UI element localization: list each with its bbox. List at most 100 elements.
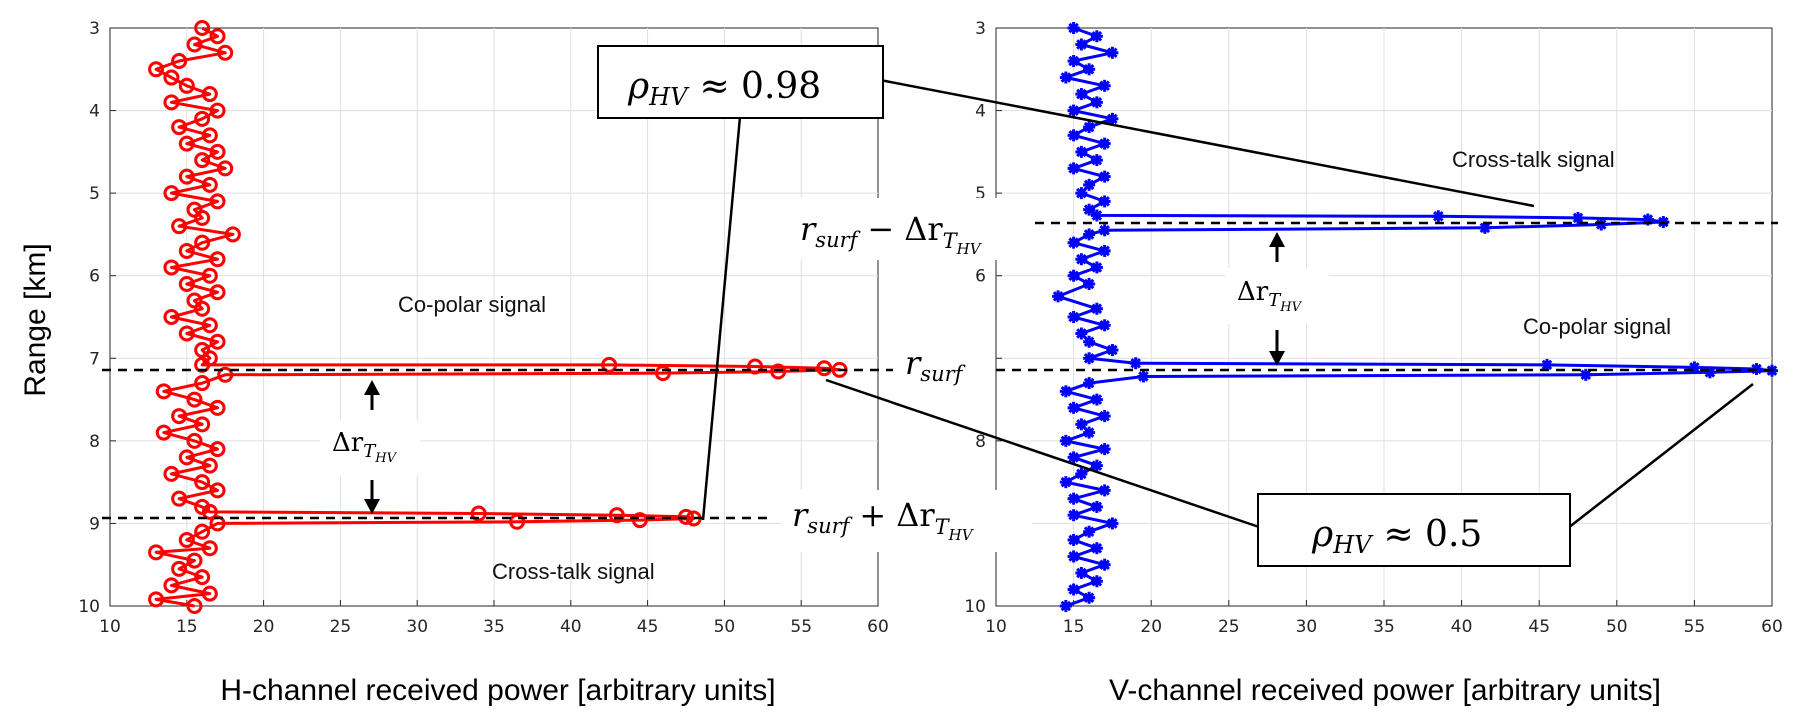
rho-symbol: ρ	[627, 66, 649, 107]
data-point	[1067, 236, 1080, 249]
x-tick-label: 50	[714, 617, 736, 637]
data-point	[1067, 533, 1080, 546]
data-point	[770, 363, 787, 380]
data-point	[1106, 344, 1119, 357]
data-point	[1067, 401, 1080, 414]
data-point	[209, 102, 226, 119]
data-point	[163, 577, 180, 594]
data-point	[209, 441, 226, 458]
x-tick-label: 10	[985, 617, 1007, 637]
data-point	[224, 226, 241, 243]
data-point	[1083, 277, 1096, 290]
data-point	[601, 356, 618, 373]
data-point	[209, 143, 226, 160]
data-point	[1059, 385, 1072, 398]
data-point	[1059, 476, 1072, 489]
data-point	[217, 44, 234, 61]
data-point	[201, 176, 218, 193]
data-point	[178, 531, 195, 548]
data-point	[201, 503, 218, 520]
data-point	[1075, 418, 1088, 431]
data-point	[194, 234, 211, 251]
data-point	[1075, 88, 1088, 101]
x-tick-label: 25	[1218, 617, 1240, 637]
label-bg	[320, 420, 420, 476]
data-point	[1075, 253, 1088, 266]
data-point	[1090, 542, 1103, 555]
x-tick-label: 40	[1451, 617, 1473, 637]
copolar-label-h: Co-polar signal	[398, 292, 546, 317]
svg-text:ρHV≈ 0.5: ρHV ≈ 0.5	[1311, 514, 1482, 559]
x-tick-label: 50	[1606, 617, 1628, 637]
data-point	[209, 193, 226, 210]
x-tick-label: 35	[483, 617, 505, 637]
data-point	[1098, 79, 1111, 92]
data-point	[1075, 38, 1088, 51]
x-tick-label: 45	[637, 617, 659, 637]
data-point	[186, 432, 203, 449]
data-point	[178, 242, 195, 259]
h-x-axis-label: H-channel received power [arbitrary unit…	[220, 674, 775, 707]
data-point	[1595, 218, 1608, 231]
y-tick-label: 5	[89, 184, 100, 204]
data-point	[1098, 244, 1111, 257]
data-point	[1098, 170, 1111, 183]
rho-low-connector-right	[1567, 383, 1754, 529]
data-point	[1083, 525, 1096, 538]
data-point	[1129, 357, 1142, 370]
label-bg	[782, 490, 1032, 552]
data-point	[1067, 162, 1080, 175]
data-point	[186, 391, 203, 408]
data-point	[194, 20, 211, 36]
y-axis-label: Range [km]	[19, 243, 52, 396]
data-point	[155, 383, 172, 400]
data-point	[1083, 591, 1096, 604]
data-point	[1059, 434, 1072, 447]
y-tick-label: 8	[89, 432, 100, 452]
y-tick-label: 8	[975, 432, 986, 452]
data-point	[1052, 290, 1065, 303]
data-point	[194, 416, 211, 433]
x-tick-label: 30	[1296, 617, 1318, 637]
series-line	[1056, 26, 1774, 608]
data-point	[186, 552, 203, 569]
data-point	[1090, 154, 1103, 167]
data-point	[201, 267, 218, 284]
rho-high-box: ρHV ≈ 0.98	[597, 45, 884, 119]
y-tick-label: 5	[975, 184, 986, 204]
data-point	[1090, 209, 1103, 222]
data-point	[654, 365, 671, 382]
r-surf-label: rsurf	[905, 344, 966, 386]
data-point	[1090, 575, 1103, 588]
data-point	[194, 356, 211, 373]
data-point	[1098, 558, 1111, 571]
data-point	[1083, 121, 1096, 134]
data-point	[1090, 96, 1103, 109]
data-point	[171, 560, 188, 577]
data-point	[148, 61, 165, 78]
data-point	[1067, 55, 1080, 68]
data-point	[201, 127, 218, 144]
y-tick-label: 3	[89, 19, 100, 39]
data-point	[178, 168, 195, 185]
rho-high-connector-right	[879, 78, 1535, 208]
data-point	[470, 505, 487, 522]
data-point	[1106, 46, 1119, 59]
data-point	[608, 507, 625, 524]
y-tick-label: 4	[975, 102, 986, 122]
rho-low-box: ρHV ≈ 0.5	[1257, 493, 1571, 567]
label-bg	[1225, 268, 1329, 324]
data-point	[1098, 443, 1111, 456]
data-point	[201, 540, 218, 557]
data-point	[194, 523, 211, 540]
data-point	[201, 86, 218, 103]
data-point	[747, 358, 764, 375]
x-tick-label: 45	[1528, 617, 1550, 637]
data-point	[186, 36, 203, 53]
data-point	[201, 317, 218, 334]
x-tick-label: 30	[406, 617, 428, 637]
data-point	[148, 591, 165, 608]
x-tick-label: 20	[253, 617, 275, 637]
data-point	[1083, 178, 1096, 191]
